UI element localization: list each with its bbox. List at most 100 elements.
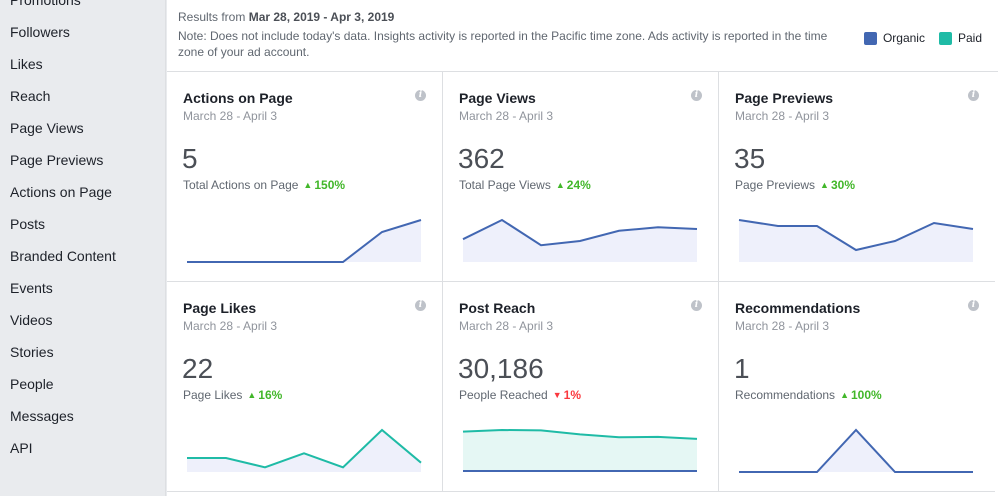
change-indicator: ▲ 150% bbox=[303, 178, 345, 192]
sidebar-item-page-previews[interactable]: Page Previews bbox=[10, 152, 104, 168]
card-page-previews[interactable]: Page Previews March 28 - April 3 i 35 Pa… bbox=[719, 72, 995, 282]
paid-swatch bbox=[938, 31, 952, 45]
card-title: Recommendations bbox=[735, 300, 861, 316]
sparkline-line bbox=[738, 219, 974, 252]
sparkline-line bbox=[187, 219, 422, 263]
card-title: Actions on Page bbox=[183, 90, 293, 106]
info-icon[interactable]: i bbox=[415, 300, 426, 311]
card-date: March 28 - April 3 bbox=[735, 319, 830, 333]
sparkline-chart bbox=[462, 428, 698, 472]
card-value: 35 bbox=[734, 143, 766, 174]
sparkline-chart bbox=[739, 428, 973, 473]
sparkline-chart bbox=[462, 218, 698, 262]
triangle-up-icon: ▲ bbox=[303, 180, 313, 190]
card-date: March 28 - April 3 bbox=[459, 109, 554, 123]
card-title: Post Reach bbox=[459, 300, 536, 316]
triangle-up-icon: ▲ bbox=[820, 180, 829, 190]
sparkline-line bbox=[187, 428, 422, 469]
card-subtitle: Total Actions on Page ▲ 150% bbox=[183, 178, 345, 192]
change-percent: 1% bbox=[563, 388, 581, 402]
sparkline-area bbox=[187, 430, 421, 472]
legend-paid: Paid bbox=[938, 31, 982, 45]
sidebar-item-followers[interactable]: Followers bbox=[10, 24, 70, 40]
card-subtitle: Page Likes ▲ 16% bbox=[183, 388, 282, 402]
results-prefix: Results from bbox=[178, 10, 246, 24]
card-title: Page Views bbox=[459, 90, 536, 106]
sidebar-item-videos[interactable]: Videos bbox=[10, 312, 53, 328]
sidebar-item-api[interactable]: API bbox=[10, 440, 33, 456]
card-value: 5 bbox=[182, 143, 198, 174]
info-icon[interactable]: i bbox=[415, 90, 426, 101]
metrics-grid: Actions on Page March 28 - April 3 i 5 T… bbox=[167, 72, 998, 496]
card-actions-on-page[interactable]: Actions on Page March 28 - April 3 i 5 T… bbox=[167, 72, 443, 282]
results-range: Mar 28, 2019 - Apr 3, 2019 bbox=[248, 10, 395, 24]
card-date: March 28 - April 3 bbox=[735, 109, 830, 123]
sidebar-item-page-views[interactable]: Page Views bbox=[10, 120, 84, 136]
card-date: March 28 - April 3 bbox=[183, 109, 278, 123]
sparkline-area bbox=[739, 220, 973, 262]
info-icon[interactable]: i bbox=[968, 300, 979, 311]
card-post-reach[interactable]: Post Reach March 28 - April 3 i 30,186 P… bbox=[443, 282, 719, 492]
triangle-up-icon: ▲ bbox=[840, 390, 849, 400]
sparkline-chart bbox=[738, 219, 974, 262]
card-page-likes[interactable]: Page Likes March 28 - April 3 i 22 Page … bbox=[167, 282, 443, 492]
organic-swatch bbox=[863, 31, 877, 45]
card-value: 362 bbox=[458, 143, 505, 174]
sidebar: Promotions Followers Likes Reach Page Views P… bbox=[0, 0, 166, 496]
change-percent: 24% bbox=[566, 178, 591, 192]
info-icon[interactable]: i bbox=[691, 300, 702, 311]
triangle-down-icon: ▼ bbox=[552, 390, 562, 400]
card-subtitle: Total Page Views ▲ 24% bbox=[459, 178, 591, 192]
card-date: March 28 - April 3 bbox=[459, 319, 554, 333]
card-recommendations[interactable]: Recommendations March 28 - April 3 i 1 R… bbox=[719, 282, 995, 492]
sidebar-item-messages[interactable]: Messages bbox=[10, 408, 74, 424]
card-value: 22 bbox=[182, 353, 214, 384]
sparkline-chart bbox=[187, 219, 422, 263]
card-value: 30,186 bbox=[458, 353, 544, 384]
sidebar-item-stories[interactable]: Stories bbox=[10, 344, 54, 360]
data-note: Note: Does not include today's data. Ins… bbox=[178, 29, 828, 59]
info-icon[interactable]: i bbox=[691, 90, 702, 101]
card-value: 1 bbox=[734, 353, 750, 384]
sidebar-item-posts[interactable]: Posts bbox=[10, 216, 46, 232]
card-sub-label: Page Likes bbox=[183, 388, 243, 402]
sparkline-line bbox=[462, 218, 698, 247]
card-date: March 28 - April 3 bbox=[183, 319, 278, 333]
change-percent: 30% bbox=[830, 178, 855, 192]
insights-header: Results from Mar 28, 2019 - Apr 3, 2019 … bbox=[167, 0, 998, 72]
change-percent: 100% bbox=[850, 388, 882, 402]
sidebar-item-promotions[interactable]: Promotions bbox=[10, 0, 81, 8]
sidebar-item-likes[interactable]: Likes bbox=[10, 56, 43, 72]
card-title: Page Previews bbox=[735, 90, 834, 106]
card-sub-label: Recommendations bbox=[735, 388, 836, 402]
sparkline-line bbox=[462, 428, 698, 440]
sidebar-nav-list: Promotions Followers Likes Reach Page Views P… bbox=[0, 0, 165, 464]
card-sub-label: Total Actions on Page bbox=[183, 178, 299, 192]
change-indicator: ▲ 100% bbox=[840, 388, 882, 402]
insights-main: Results from Mar 28, 2019 - Apr 3, 2019 … bbox=[167, 0, 998, 496]
sidebar-item-reach[interactable]: Reach bbox=[10, 88, 51, 104]
sidebar-item-events[interactable]: Events bbox=[10, 280, 53, 296]
change-indicator: ▲ 24% bbox=[556, 178, 591, 192]
sparkline-area bbox=[463, 430, 697, 472]
sparkline-area bbox=[187, 220, 421, 262]
change-percent: 150% bbox=[314, 178, 346, 192]
results-date-range: Results from Mar 28, 2019 - Apr 3, 2019 bbox=[178, 10, 394, 24]
card-title: Page Likes bbox=[183, 300, 257, 316]
sparkline-chart bbox=[187, 428, 422, 472]
legend: Organic Paid bbox=[850, 31, 982, 45]
card-subtitle: People Reached ▼ 1% bbox=[459, 388, 581, 402]
change-indicator: ▼ 1% bbox=[553, 388, 581, 402]
sidebar-item-branded-content[interactable]: Branded Content bbox=[10, 248, 116, 264]
sparkline-area bbox=[739, 430, 973, 472]
card-page-views[interactable]: Page Views March 28 - April 3 i 362 Tota… bbox=[443, 72, 719, 282]
card-subtitle: Recommendations ▲ 100% bbox=[735, 388, 882, 402]
info-icon[interactable]: i bbox=[968, 90, 979, 101]
triangle-up-icon: ▲ bbox=[555, 180, 565, 190]
triangle-up-icon: ▲ bbox=[247, 390, 257, 400]
legend-paid-label: Paid bbox=[957, 31, 982, 45]
change-indicator: ▲ 16% bbox=[247, 388, 282, 402]
sidebar-item-actions-on-page[interactable]: Actions on Page bbox=[10, 184, 112, 200]
sidebar-item-people[interactable]: People bbox=[10, 376, 54, 392]
card-subtitle: Page Previews ▲ 30% bbox=[735, 178, 855, 192]
